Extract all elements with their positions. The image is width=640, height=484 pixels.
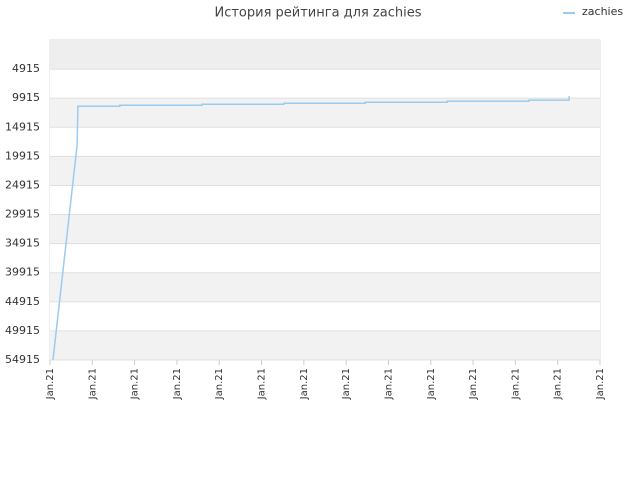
x-tick-label: Jan.21 [383, 368, 394, 400]
grid-band [50, 243, 600, 273]
x-tick-label: Jan.21 [87, 368, 98, 400]
x-tick-label: Jan.21 [214, 368, 225, 400]
y-tick-label: 9915 [12, 91, 40, 104]
legend-label: zachies [582, 5, 623, 18]
x-tick-label: Jan.21 [341, 368, 352, 400]
y-tick-label: 4915 [12, 62, 40, 75]
x-tick-label: Jan.21 [299, 368, 310, 400]
line [52, 96, 570, 361]
grid-band [50, 214, 600, 244]
y-tick-label: 34915 [5, 237, 40, 250]
x-tick-label: Jan.21 [257, 368, 268, 400]
y-tick-label: 39915 [5, 266, 40, 279]
y-tick-label: 14915 [5, 120, 40, 133]
y-tick-label: 49915 [5, 324, 40, 337]
grid-band [50, 40, 600, 70]
x-tick-label: Jan.21 [426, 368, 437, 400]
grid-band [50, 156, 600, 186]
x-tick-label: Jan.21 [553, 368, 564, 400]
x-tick-label: Jan.21 [45, 368, 56, 400]
grid-band [50, 330, 600, 360]
y-tick-label: 54915 [5, 353, 40, 366]
y-tick-label: 29915 [5, 208, 40, 221]
x-tick-label: Jan.21 [172, 368, 183, 400]
x-tick-label: Jan.21 [468, 368, 479, 400]
x-tick-label: Jan.21 [595, 368, 606, 400]
grid-band [50, 301, 600, 331]
grid-band [50, 272, 600, 302]
grid-band [50, 127, 600, 157]
y-tick-label: 24915 [5, 178, 40, 191]
x-tick-label: Jan.21 [130, 368, 141, 400]
y-tick-label: 44915 [5, 295, 40, 308]
x-tick-label: Jan.21 [510, 368, 521, 400]
grid-band [50, 69, 600, 99]
y-tick-label: 19915 [5, 149, 40, 162]
grid-band [50, 185, 600, 215]
chart-title: История рейтинга для zachies [214, 6, 421, 21]
